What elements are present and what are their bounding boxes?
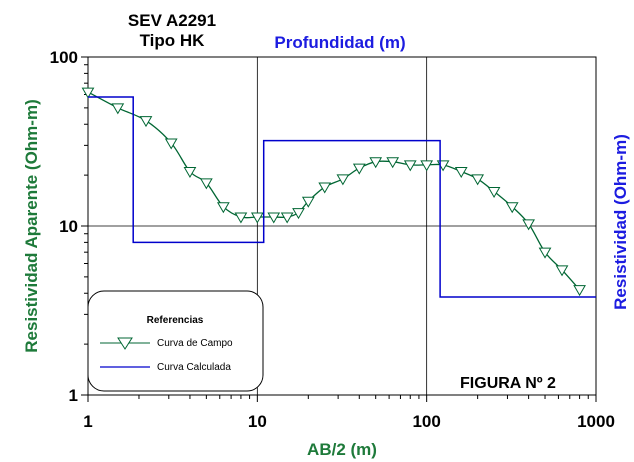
field-point-24 [505, 202, 519, 214]
x-tick-label-3: 1000 [577, 412, 615, 431]
field-point-0 [81, 87, 95, 99]
y-axis-ticks: 1 10 100 [50, 48, 88, 405]
field-point-4 [183, 167, 197, 179]
field-point-23 [487, 187, 501, 199]
series-layer [81, 87, 596, 298]
field-point-1 [111, 103, 125, 115]
x-tick-label-1: 10 [248, 412, 267, 431]
x-tick-label-0: 1 [83, 412, 92, 431]
field-point-2 [139, 116, 153, 128]
y-tick-label-1: 10 [59, 217, 78, 236]
field-point-16 [369, 157, 383, 169]
field-point-25 [522, 219, 535, 231]
chart-title-line-2: Tipo HK [140, 31, 206, 50]
field-point-9 [267, 212, 281, 224]
legend-calculated-label: Curva Calculada [157, 362, 231, 373]
field-point-14 [336, 174, 350, 186]
field-point-18 [403, 160, 417, 172]
series-field-line [87, 91, 581, 291]
field-point-8 [250, 212, 264, 224]
series-calculated-line [88, 96, 596, 298]
y-axis-label: Resistividad Aparente (Ohm-m) [22, 99, 41, 352]
legend: Referencias Curva de Campo Curva Calcula… [87, 290, 264, 392]
field-point-26 [538, 247, 552, 259]
field-point-13 [318, 182, 332, 194]
field-point-21 [454, 167, 468, 179]
field-point-19 [420, 160, 434, 172]
x-tick-label-2: 100 [412, 412, 440, 431]
field-point-5 [199, 178, 213, 190]
y-tick-label-2: 100 [50, 48, 78, 67]
secondary-axis-title: Profundidad (m) [274, 33, 405, 52]
x-axis-label: AB/2 (m) [307, 440, 377, 459]
y-tick-label-0: 1 [69, 386, 78, 405]
field-point-12 [301, 196, 315, 208]
chart-title-line-1: SEV A2291 [128, 11, 216, 30]
field-point-7 [234, 212, 248, 224]
legend-title: Referencias [147, 315, 204, 326]
field-point-15 [352, 163, 366, 175]
legend-field-marker [117, 337, 133, 350]
field-point-28 [573, 285, 586, 297]
legend-field-label: Curva de Campo [157, 338, 233, 349]
field-point-17 [386, 157, 400, 169]
x-axis-ticks: 1 10 100 1000 [83, 395, 615, 431]
field-point-6 [216, 202, 230, 214]
field-point-22 [471, 174, 485, 186]
legend-box [87, 290, 264, 392]
y-axis-right-label: Resistividad (Ohm-m) [611, 134, 630, 310]
field-point-10 [280, 212, 294, 224]
field-point-3 [164, 138, 178, 150]
figure-label: FIGURA Nº 2 [460, 375, 556, 392]
field-point-27 [555, 265, 569, 277]
field-point-11 [292, 208, 305, 220]
